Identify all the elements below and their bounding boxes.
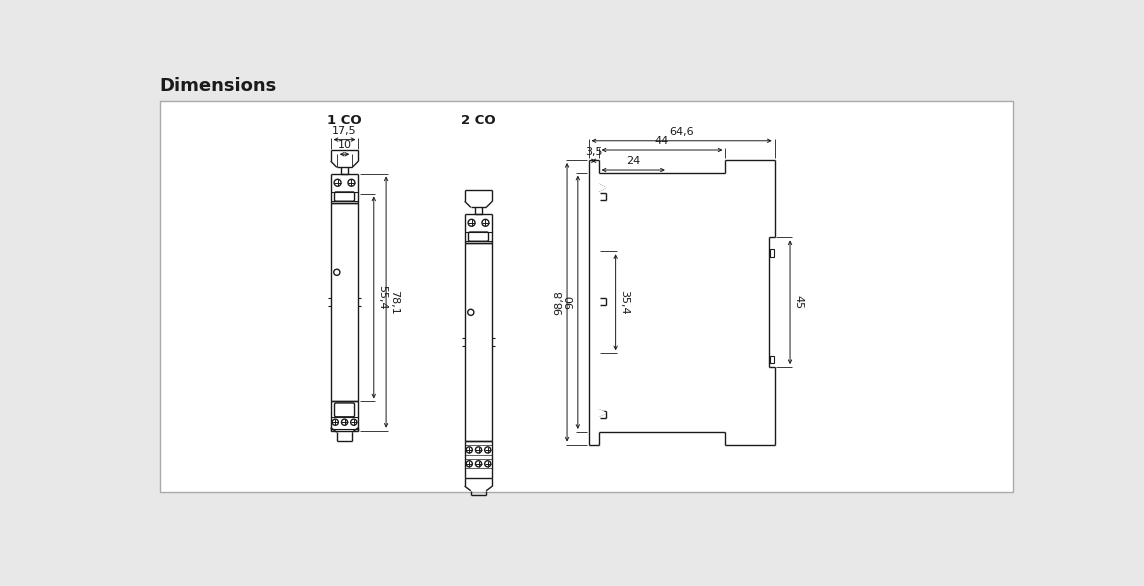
- Bar: [146, 70, 1027, 100]
- FancyBboxPatch shape: [334, 192, 355, 201]
- Text: Dimensions: Dimensions: [160, 77, 277, 95]
- Text: 1 CO: 1 CO: [327, 114, 362, 127]
- Text: 45: 45: [793, 295, 803, 309]
- Text: 44: 44: [654, 136, 669, 146]
- Text: 98,8: 98,8: [554, 290, 564, 315]
- Text: 35,4: 35,4: [619, 290, 629, 315]
- Polygon shape: [598, 410, 605, 417]
- FancyBboxPatch shape: [469, 232, 488, 241]
- Text: 10: 10: [337, 141, 351, 151]
- Bar: [160, 101, 1012, 492]
- Text: 78,1: 78,1: [389, 289, 399, 315]
- FancyBboxPatch shape: [334, 403, 355, 417]
- Text: 2 CO: 2 CO: [461, 114, 495, 127]
- Text: 24: 24: [626, 156, 641, 166]
- Text: 3,5: 3,5: [585, 147, 603, 157]
- Text: 64,6: 64,6: [669, 127, 694, 137]
- Polygon shape: [598, 184, 605, 191]
- Bar: [770, 249, 773, 257]
- Bar: [770, 356, 773, 363]
- Text: 55,4: 55,4: [376, 285, 387, 310]
- Text: 90: 90: [565, 295, 574, 309]
- Text: 17,5: 17,5: [332, 126, 357, 136]
